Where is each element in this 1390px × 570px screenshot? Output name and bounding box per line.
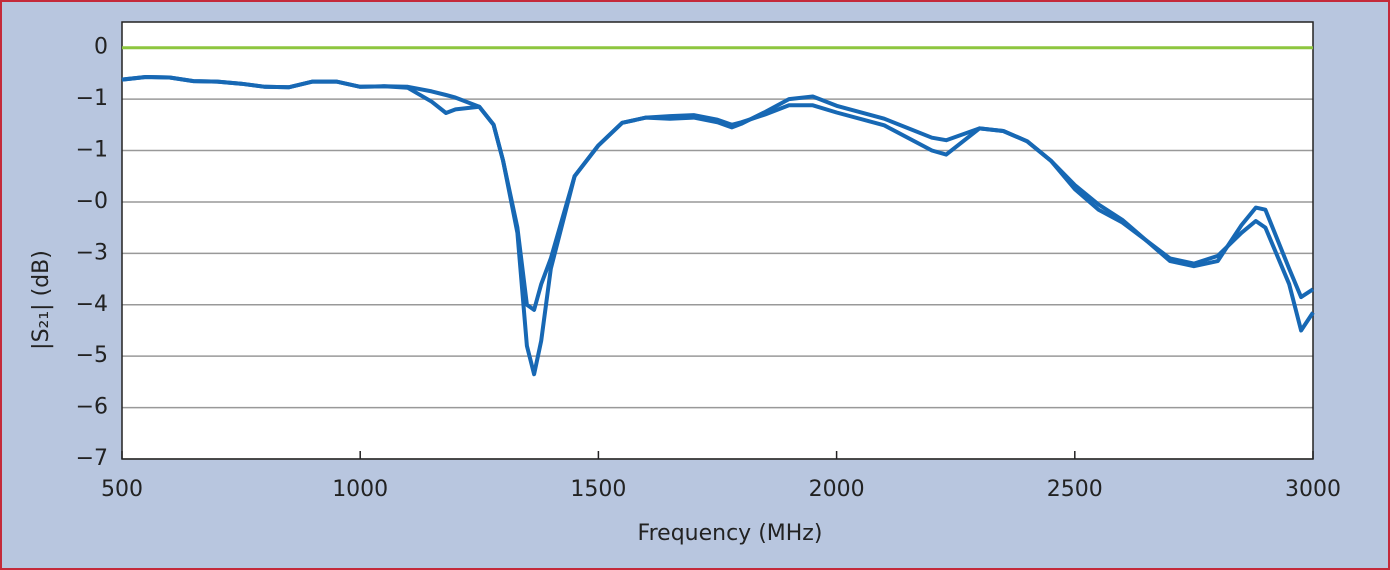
y-tick-label: −3 [76, 240, 108, 265]
x-tick-label: 2000 [809, 477, 865, 502]
x-tick-label: 1000 [332, 477, 388, 502]
y-tick-label: −1 [76, 86, 108, 111]
y-tick-label: −0 [76, 189, 108, 214]
plot-border [121, 21, 1314, 460]
y-tick-label: −1 [76, 138, 108, 163]
x-tick-label: 500 [101, 477, 143, 502]
x-tick-label: 3000 [1285, 477, 1341, 502]
plot-area [122, 22, 1313, 459]
x-axis-label: Frequency (MHz) [638, 521, 823, 546]
y-tick-label: −6 [76, 395, 108, 420]
y-tick-label: −5 [76, 343, 108, 368]
x-tick-label: 1500 [570, 477, 626, 502]
y-tick-label: −7 [76, 446, 108, 471]
y-tick-label: 0 [94, 35, 108, 60]
x-tick-label: 2500 [1047, 477, 1103, 502]
y-axis-label: |S₂₁| (dB) [29, 250, 54, 350]
data-line [121, 75, 1315, 377]
y-tick-label: −4 [76, 292, 108, 317]
